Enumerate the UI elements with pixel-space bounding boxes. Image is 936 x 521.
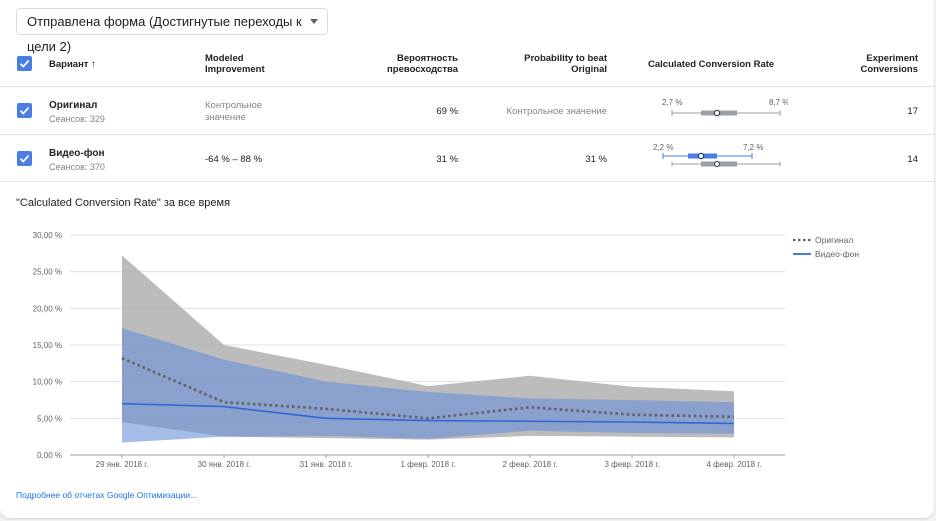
conversions-value: 14 xyxy=(907,154,918,165)
conversion-rate-range: 2,2 % 7,2 % xyxy=(653,143,781,167)
x-tick-label: 31 янв. 2018 г. xyxy=(300,460,353,469)
conversion-rate-range: 2,7 % 8,7 % xyxy=(662,98,788,117)
confidence-band-video xyxy=(122,328,734,443)
y-tick-label: 10,00 % xyxy=(33,378,62,387)
conversions-value: 17 xyxy=(907,106,918,117)
x-tick-label: 3 февр. 2018 г. xyxy=(604,460,659,469)
row-checkbox-video[interactable] xyxy=(17,151,32,166)
variant-sessions: Сеансов: 329 xyxy=(49,114,105,124)
variant-sessions: Сеансов: 370 xyxy=(49,162,105,172)
probability-header: Вероятность превосходства xyxy=(387,53,458,75)
probability-value: 31 % xyxy=(436,154,458,165)
range-high-label: 7,2 % xyxy=(743,143,763,152)
modeled-improvement-value: Контрольное значение xyxy=(205,100,263,123)
optimize-reports-link[interactable]: Подробнее об отчетах Google Оптимизации.… xyxy=(16,490,198,500)
legend-video-label: Видео-фон xyxy=(815,249,859,259)
y-tick-label: 5,00 % xyxy=(37,414,62,423)
modeled-improvement-value: -64 % – 88 % xyxy=(205,154,263,165)
metric-dropdown[interactable]: Отправлена форма (Достигнутые переходы к… xyxy=(16,8,328,54)
range-median-reference xyxy=(714,161,720,167)
conversion-rate-header: Calculated Conversion Rate xyxy=(648,59,775,70)
range-low-label: 2,2 % xyxy=(653,143,673,152)
divider xyxy=(0,181,934,182)
chevron-down-icon xyxy=(310,19,318,24)
check-icon xyxy=(19,106,30,115)
beat-original-value: 31 % xyxy=(585,154,607,165)
divider xyxy=(0,134,934,135)
chart-title: "Calculated Conversion Rate" за все врем… xyxy=(16,197,231,209)
sort-arrow-icon: ↑ xyxy=(91,59,96,70)
x-tick-label: 1 февр. 2018 г. xyxy=(400,460,455,469)
beat-original-value: Контрольное значение xyxy=(506,106,607,117)
divider xyxy=(0,86,934,87)
variant-name: Видео-фон xyxy=(49,148,105,159)
range-high-label: 8,7 % xyxy=(769,98,788,107)
experiment-conversions-header: Experiment Conversions xyxy=(860,53,918,75)
conversion-rate-chart: 0,00 % 5,00 % 10,00 % 15,00 % 20,00 % 25,00 %… xyxy=(33,231,860,469)
variant-column-header[interactable]: Вариант ↑ xyxy=(49,59,96,70)
x-tick-label: 30 янв. 2018 г. xyxy=(198,460,251,469)
x-tick-label: 2 февр. 2018 г. xyxy=(502,460,557,469)
legend-original-label: Оригинал xyxy=(815,235,853,245)
range-low-label: 2,7 % xyxy=(662,98,682,107)
select-all-checkbox[interactable] xyxy=(17,56,32,71)
x-tick-label: 29 янв. 2018 г. xyxy=(96,460,149,469)
check-icon xyxy=(19,59,30,68)
metric-dropdown-value: Отправлена форма (Достигнутые переходы к… xyxy=(27,14,302,54)
row-checkbox-original[interactable] xyxy=(17,103,32,118)
probability-value: 69 % xyxy=(436,106,458,117)
y-tick-label: 25,00 % xyxy=(33,268,62,277)
range-median xyxy=(713,109,721,117)
x-tick-label: 4 февр. 2018 г. xyxy=(706,460,761,469)
probability-beat-header: Probability to beat Original xyxy=(524,53,607,75)
y-tick-label: 30,00 % xyxy=(33,231,62,240)
y-tick-label: 15,00 % xyxy=(33,341,62,350)
variant-name: Оригинал xyxy=(49,100,98,111)
y-tick-label: 0,00 % xyxy=(37,451,62,460)
check-icon xyxy=(19,154,30,163)
modeled-improvement-header: Modeled Improvement xyxy=(205,53,265,75)
series-line-original xyxy=(121,357,735,420)
range-median xyxy=(697,152,705,160)
y-tick-label: 20,00 % xyxy=(33,304,62,313)
series-line-video xyxy=(121,402,735,425)
